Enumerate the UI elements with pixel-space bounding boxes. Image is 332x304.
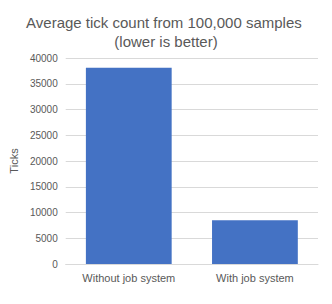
- svg-text:(lower is better): (lower is better): [114, 33, 217, 50]
- svg-text:40000: 40000: [30, 53, 58, 64]
- svg-text:0: 0: [52, 259, 58, 270]
- svg-text:25000: 25000: [30, 130, 58, 141]
- svg-text:30000: 30000: [30, 104, 58, 115]
- svg-text:5000: 5000: [35, 233, 58, 244]
- svg-text:Average tick count from 100,00: Average tick count from 100,000 samples: [26, 14, 306, 31]
- svg-text:15000: 15000: [30, 181, 58, 192]
- svg-text:With job system: With job system: [216, 272, 294, 284]
- svg-text:Ticks: Ticks: [8, 148, 20, 174]
- svg-text:20000: 20000: [30, 156, 58, 167]
- svg-text:Without job system: Without job system: [82, 272, 175, 284]
- svg-text:35000: 35000: [30, 78, 58, 89]
- svg-text:10000: 10000: [30, 207, 58, 218]
